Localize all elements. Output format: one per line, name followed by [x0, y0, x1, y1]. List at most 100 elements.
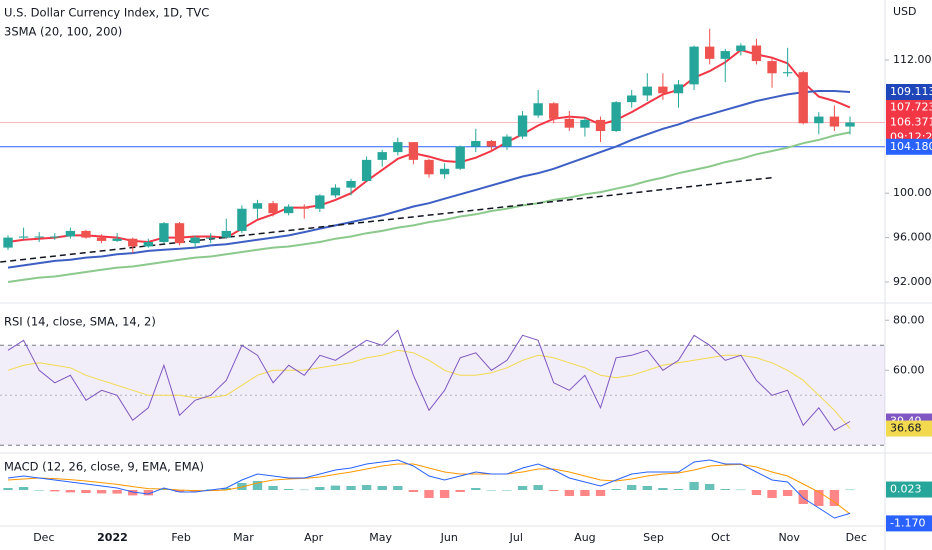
histogram-bar: [81, 490, 91, 493]
candle-body: [689, 46, 699, 85]
candle-body: [96, 237, 107, 241]
candle-body: [455, 146, 465, 169]
candle-body: [533, 103, 543, 116]
histogram-bar: [658, 488, 668, 490]
candle-body: [424, 159, 434, 175]
line: [7, 131, 851, 283]
histogram-bar: [595, 490, 606, 496]
candle-body: [50, 236, 60, 238]
histogram-bar: [782, 490, 793, 496]
histogram-bar: [751, 490, 762, 495]
candle-body: [595, 119, 606, 132]
hline-tag: 104.180: [890, 140, 932, 153]
candle-body: [299, 206, 309, 209]
chart-title: U.S. Dollar Currency Index, 1D, TVC: [4, 6, 209, 20]
histogram-bar: [673, 489, 684, 490]
histogram-bar: [502, 490, 512, 491]
sma-tag: 107.723: [890, 100, 932, 113]
candle-body: [517, 115, 528, 137]
histogram-bar: [704, 484, 715, 490]
histogram-bar: [611, 489, 621, 490]
candle-body: [549, 103, 559, 119]
candle-body: [143, 242, 154, 247]
candle-body: [580, 119, 590, 128]
histogram-tag: 0.023: [890, 483, 922, 496]
histogram-bar: [330, 485, 341, 490]
candle-body: [346, 180, 356, 188]
histogram-bar: [486, 490, 497, 491]
x-tick-label: Nov: [778, 531, 800, 544]
candle-body: [330, 187, 341, 196]
candle-body: [159, 223, 169, 243]
hline-tag-bg: [886, 138, 932, 155]
candle-body: [393, 142, 403, 153]
histogram-bar: [346, 486, 356, 490]
histogram-bar: [689, 482, 699, 490]
candle-body: [283, 206, 294, 214]
histogram-bar: [471, 488, 481, 490]
histogram-bar: [455, 490, 465, 492]
candle-body: [627, 95, 637, 103]
candle-body: [128, 238, 138, 247]
candle-body: [829, 116, 840, 127]
candle-body: [65, 230, 76, 237]
histogram-bar: [283, 489, 294, 490]
histogram-bar: [424, 490, 434, 498]
y-tick-label: 92.000: [893, 275, 932, 288]
candle-body: [221, 230, 231, 238]
histogram-bar: [829, 490, 840, 506]
candle-body: [237, 208, 247, 231]
candle-body: [767, 61, 777, 74]
histogram-bar: [315, 487, 325, 490]
macd-tag-bg: [886, 515, 932, 532]
sma-tag-bg: [886, 99, 932, 116]
sma-tag-bg: [886, 84, 932, 101]
indicator-title: RSI (14, close, SMA, 14, 2): [4, 315, 156, 329]
candle-body: [502, 136, 512, 147]
y-tick-label: 100.000: [893, 186, 932, 199]
histogram-tag-bg: [886, 481, 932, 498]
histogram-bar: [361, 485, 372, 490]
x-tick-label: Dec: [33, 531, 54, 544]
x-tick-label: 2022: [97, 531, 128, 544]
x-tick-label: Jun: [440, 531, 458, 544]
candle-body: [361, 159, 372, 181]
candle-body: [377, 152, 387, 160]
candle-body: [471, 141, 481, 147]
candle-body: [408, 142, 419, 160]
candle-body: [439, 168, 450, 175]
histogram-bar: [96, 490, 107, 494]
line: [7, 329, 851, 431]
histogram-bar: [3, 488, 13, 490]
x-tick-label: Aug: [574, 531, 595, 544]
histogram-bar: [377, 486, 387, 490]
histogram-bar: [268, 486, 278, 490]
x-tick-label: Feb: [171, 531, 190, 544]
x-tick-label: Sep: [643, 531, 664, 544]
candle-body: [736, 45, 746, 52]
candle-body: [112, 238, 122, 241]
histogram-bar: [439, 490, 450, 498]
candle-body: [782, 72, 793, 74]
y-tick-label: 80.00: [893, 313, 925, 326]
y-tick-label: 60.00: [893, 363, 925, 376]
histogram-bar: [128, 490, 138, 496]
x-tick-label: Apr: [304, 531, 324, 544]
candle-body: [174, 223, 185, 244]
candle-body: [814, 116, 824, 124]
histogram-bar: [50, 490, 60, 492]
x-tick-label: Jul: [509, 531, 523, 544]
rsi-band: [0, 345, 885, 446]
histogram-bar: [533, 485, 543, 490]
histogram-bar: [393, 486, 403, 490]
histogram-bar: [252, 481, 263, 490]
histogram-bar: [299, 489, 309, 491]
candle-body: [704, 46, 715, 59]
histogram-bar: [549, 490, 559, 491]
candle-body: [315, 195, 325, 209]
candle-body: [3, 237, 13, 248]
candle-body: [720, 51, 730, 59]
histogram-bar: [642, 486, 652, 490]
